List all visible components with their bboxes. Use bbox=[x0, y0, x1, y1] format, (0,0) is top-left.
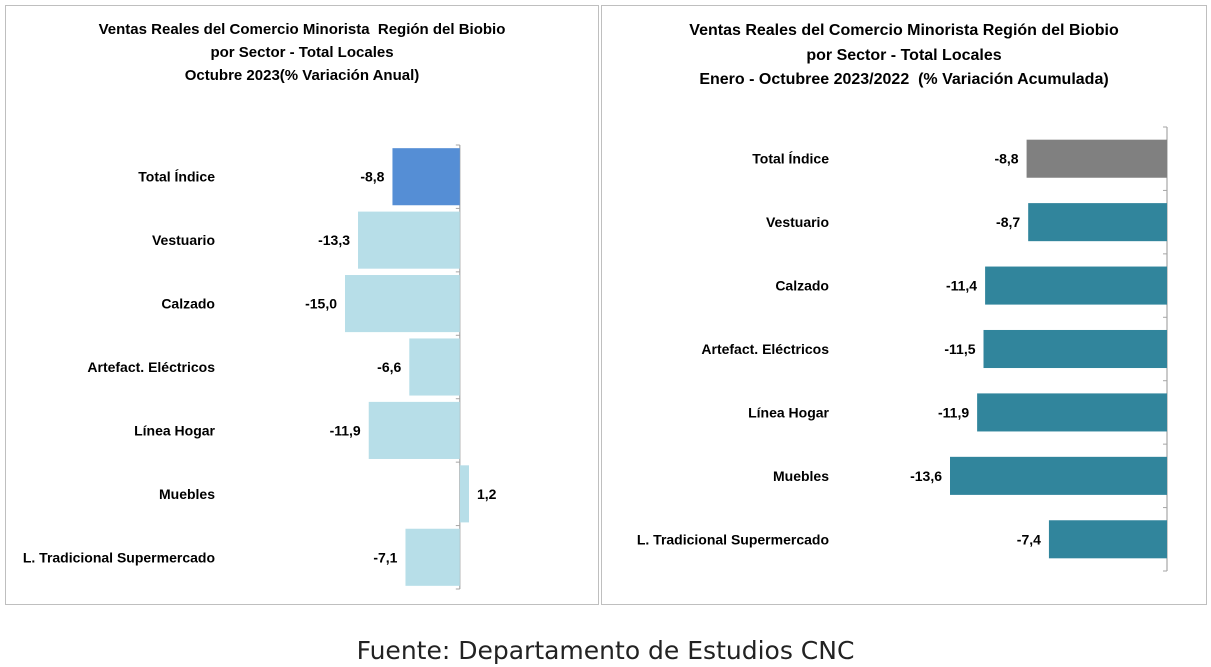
category-label: L. Tradicional Supermercado bbox=[637, 531, 829, 547]
chart-panel-cumulative: Ventas Reales del Comercio Minorista Reg… bbox=[601, 5, 1207, 605]
bar-chart-annual: -8,8 Total Índice -13,3 Vestuario -15,0 Calza… bbox=[23, 144, 497, 590]
bar-2 bbox=[345, 275, 460, 333]
chart-title-line-2: por Sector - Total Locales bbox=[806, 46, 1002, 64]
category-label: Artefact. Eléctricos bbox=[87, 359, 215, 375]
bar-6 bbox=[1048, 520, 1167, 559]
data-label: -11,4 bbox=[946, 278, 977, 294]
bar-2 bbox=[985, 266, 1167, 305]
data-label: -13,3 bbox=[318, 232, 350, 248]
chart-panel-annual: Ventas Reales del Comercio Minorista Reg… bbox=[5, 5, 599, 605]
bar-chart-cumulative: -8,8 Total Índice -8,7 Vestuario -11,4 Calzad… bbox=[637, 126, 1168, 572]
category-label: Vestuario bbox=[766, 214, 829, 230]
category-label: Línea Hogar bbox=[748, 404, 829, 420]
data-label: -7,4 bbox=[1017, 531, 1041, 547]
data-label: -6,6 bbox=[377, 359, 401, 375]
bar-5 bbox=[950, 456, 1167, 495]
bar-5 bbox=[459, 465, 469, 523]
bar-4 bbox=[368, 401, 460, 459]
data-label: -13,6 bbox=[910, 468, 942, 484]
data-label: 1,2 bbox=[477, 486, 497, 502]
chart-title-line-1: Ventas Reales del Comercio Minorista Reg… bbox=[98, 21, 506, 38]
data-label: -8,8 bbox=[994, 151, 1018, 167]
data-label: -8,8 bbox=[360, 169, 384, 185]
category-label: Calzado bbox=[161, 296, 215, 312]
data-label: -15,0 bbox=[305, 296, 337, 312]
bar-4 bbox=[977, 393, 1167, 432]
bar-6 bbox=[405, 528, 460, 586]
data-label: -8,7 bbox=[996, 214, 1020, 230]
category-label: Total Índice bbox=[138, 169, 215, 185]
category-label: Muebles bbox=[773, 468, 829, 484]
bar-0 bbox=[1026, 139, 1167, 178]
bar-1 bbox=[358, 211, 460, 269]
data-label: -11,5 bbox=[944, 341, 975, 357]
data-label: -11,9 bbox=[938, 404, 969, 420]
bar-1 bbox=[1028, 203, 1167, 242]
category-label: Total Índice bbox=[752, 151, 829, 167]
source-caption: Fuente: Departamento de Estudios CNC bbox=[356, 636, 855, 665]
chart-title-line-2: por Sector - Total Locales bbox=[210, 44, 394, 61]
category-label: Muebles bbox=[159, 486, 215, 502]
bar-0 bbox=[392, 148, 460, 206]
data-label: -11,9 bbox=[330, 422, 361, 438]
chart-title-line-1: Ventas Reales del Comercio Minorista Reg… bbox=[689, 22, 1119, 39]
category-label: Artefact. Eléctricos bbox=[701, 341, 829, 357]
bar-3 bbox=[409, 338, 460, 396]
chart-title-line-3: Octubre 2023(% Variación Anual) bbox=[184, 67, 420, 84]
chart-title: Ventas Reales del Comercio Minorista Reg… bbox=[602, 19, 1206, 93]
category-label: L. Tradicional Supermercado bbox=[23, 549, 215, 565]
chart-title-line-3: Enero - Octubree 2023/2022 (% Variación … bbox=[699, 71, 1109, 88]
category-label: Vestuario bbox=[152, 232, 215, 248]
chart-title: Ventas Reales del Comercio Minorista Reg… bbox=[6, 18, 598, 87]
category-label: Línea Hogar bbox=[134, 422, 215, 438]
bar-3 bbox=[983, 329, 1167, 369]
category-label: Calzado bbox=[775, 278, 829, 294]
data-label: -7,1 bbox=[373, 549, 397, 565]
